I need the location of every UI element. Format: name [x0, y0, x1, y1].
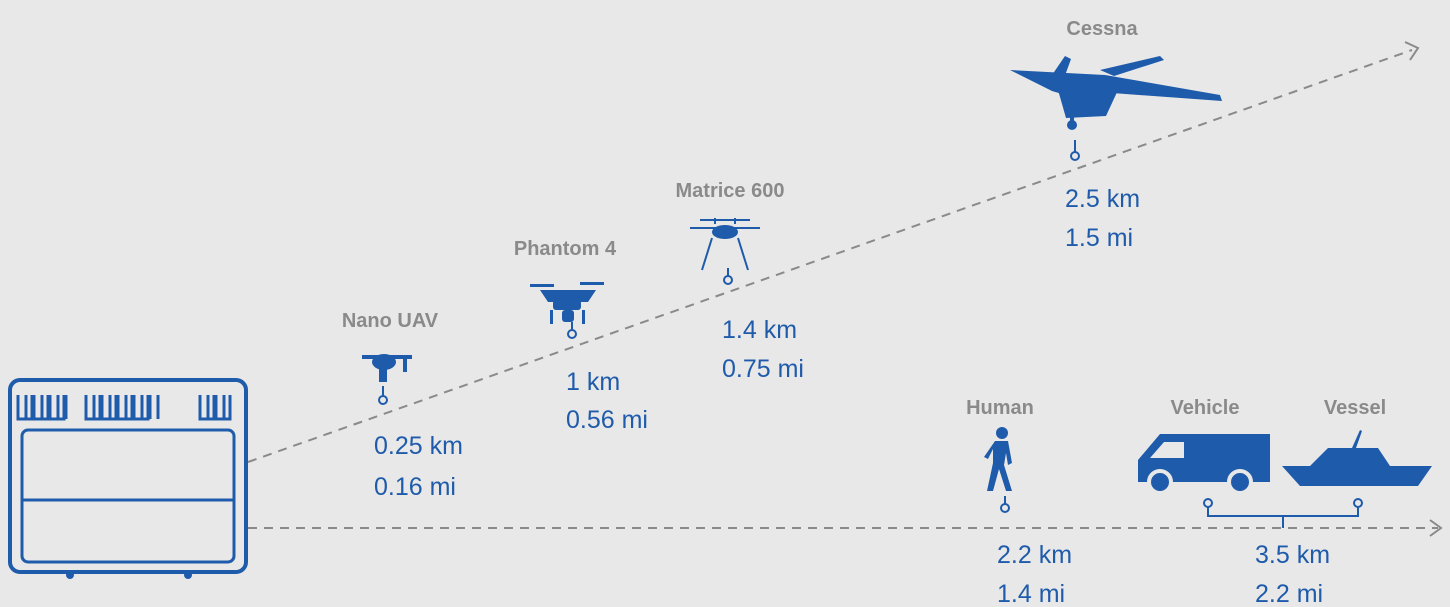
- pin: [567, 329, 577, 339]
- distance-mi: 0.56 mi: [566, 406, 648, 434]
- distance-km: 3.5 km: [1255, 541, 1330, 569]
- matrice-icon: [690, 218, 760, 271]
- phantom-icon: [530, 282, 604, 324]
- target-label: Nano UAV: [342, 310, 439, 332]
- pin: [378, 395, 388, 405]
- distance-mi: 0.16 mi: [374, 473, 456, 501]
- radar-device: [8, 378, 248, 579]
- pin: [1070, 151, 1080, 161]
- distance-mi: 2.2 mi: [1255, 580, 1323, 607]
- nano-uav-icon: [362, 354, 412, 382]
- group-bracket: [1207, 506, 1359, 528]
- target-label: Phantom 4: [514, 238, 617, 260]
- target-label: Cessna: [1066, 18, 1138, 40]
- distance-mi: 1.4 mi: [997, 580, 1065, 607]
- pin: [1203, 498, 1213, 508]
- distance-mi: 1.5 mi: [1065, 224, 1133, 252]
- cessna-icon: [1010, 56, 1222, 130]
- human-icon: [984, 427, 1012, 491]
- target-label: Human: [966, 397, 1034, 419]
- pin: [723, 275, 733, 285]
- target-label: Vehicle: [1171, 397, 1240, 419]
- arrow-head: [1404, 41, 1420, 61]
- vessel-icon: [1282, 430, 1432, 486]
- arrow-head: [1429, 519, 1443, 537]
- air-path: [247, 49, 1413, 463]
- distance-km: 2.5 km: [1065, 185, 1140, 213]
- distance-km: 2.2 km: [997, 541, 1072, 569]
- distance-mi: 0.75 mi: [722, 355, 804, 383]
- pin: [1000, 503, 1010, 513]
- distance-km: 1.4 km: [722, 316, 797, 344]
- vehicle-icon: [1138, 434, 1270, 495]
- distance-km: 1 km: [566, 368, 620, 396]
- target-label: Vessel: [1324, 397, 1386, 419]
- target-label: Matrice 600: [676, 180, 785, 202]
- pin: [1353, 498, 1363, 508]
- distance-km: 0.25 km: [374, 432, 463, 460]
